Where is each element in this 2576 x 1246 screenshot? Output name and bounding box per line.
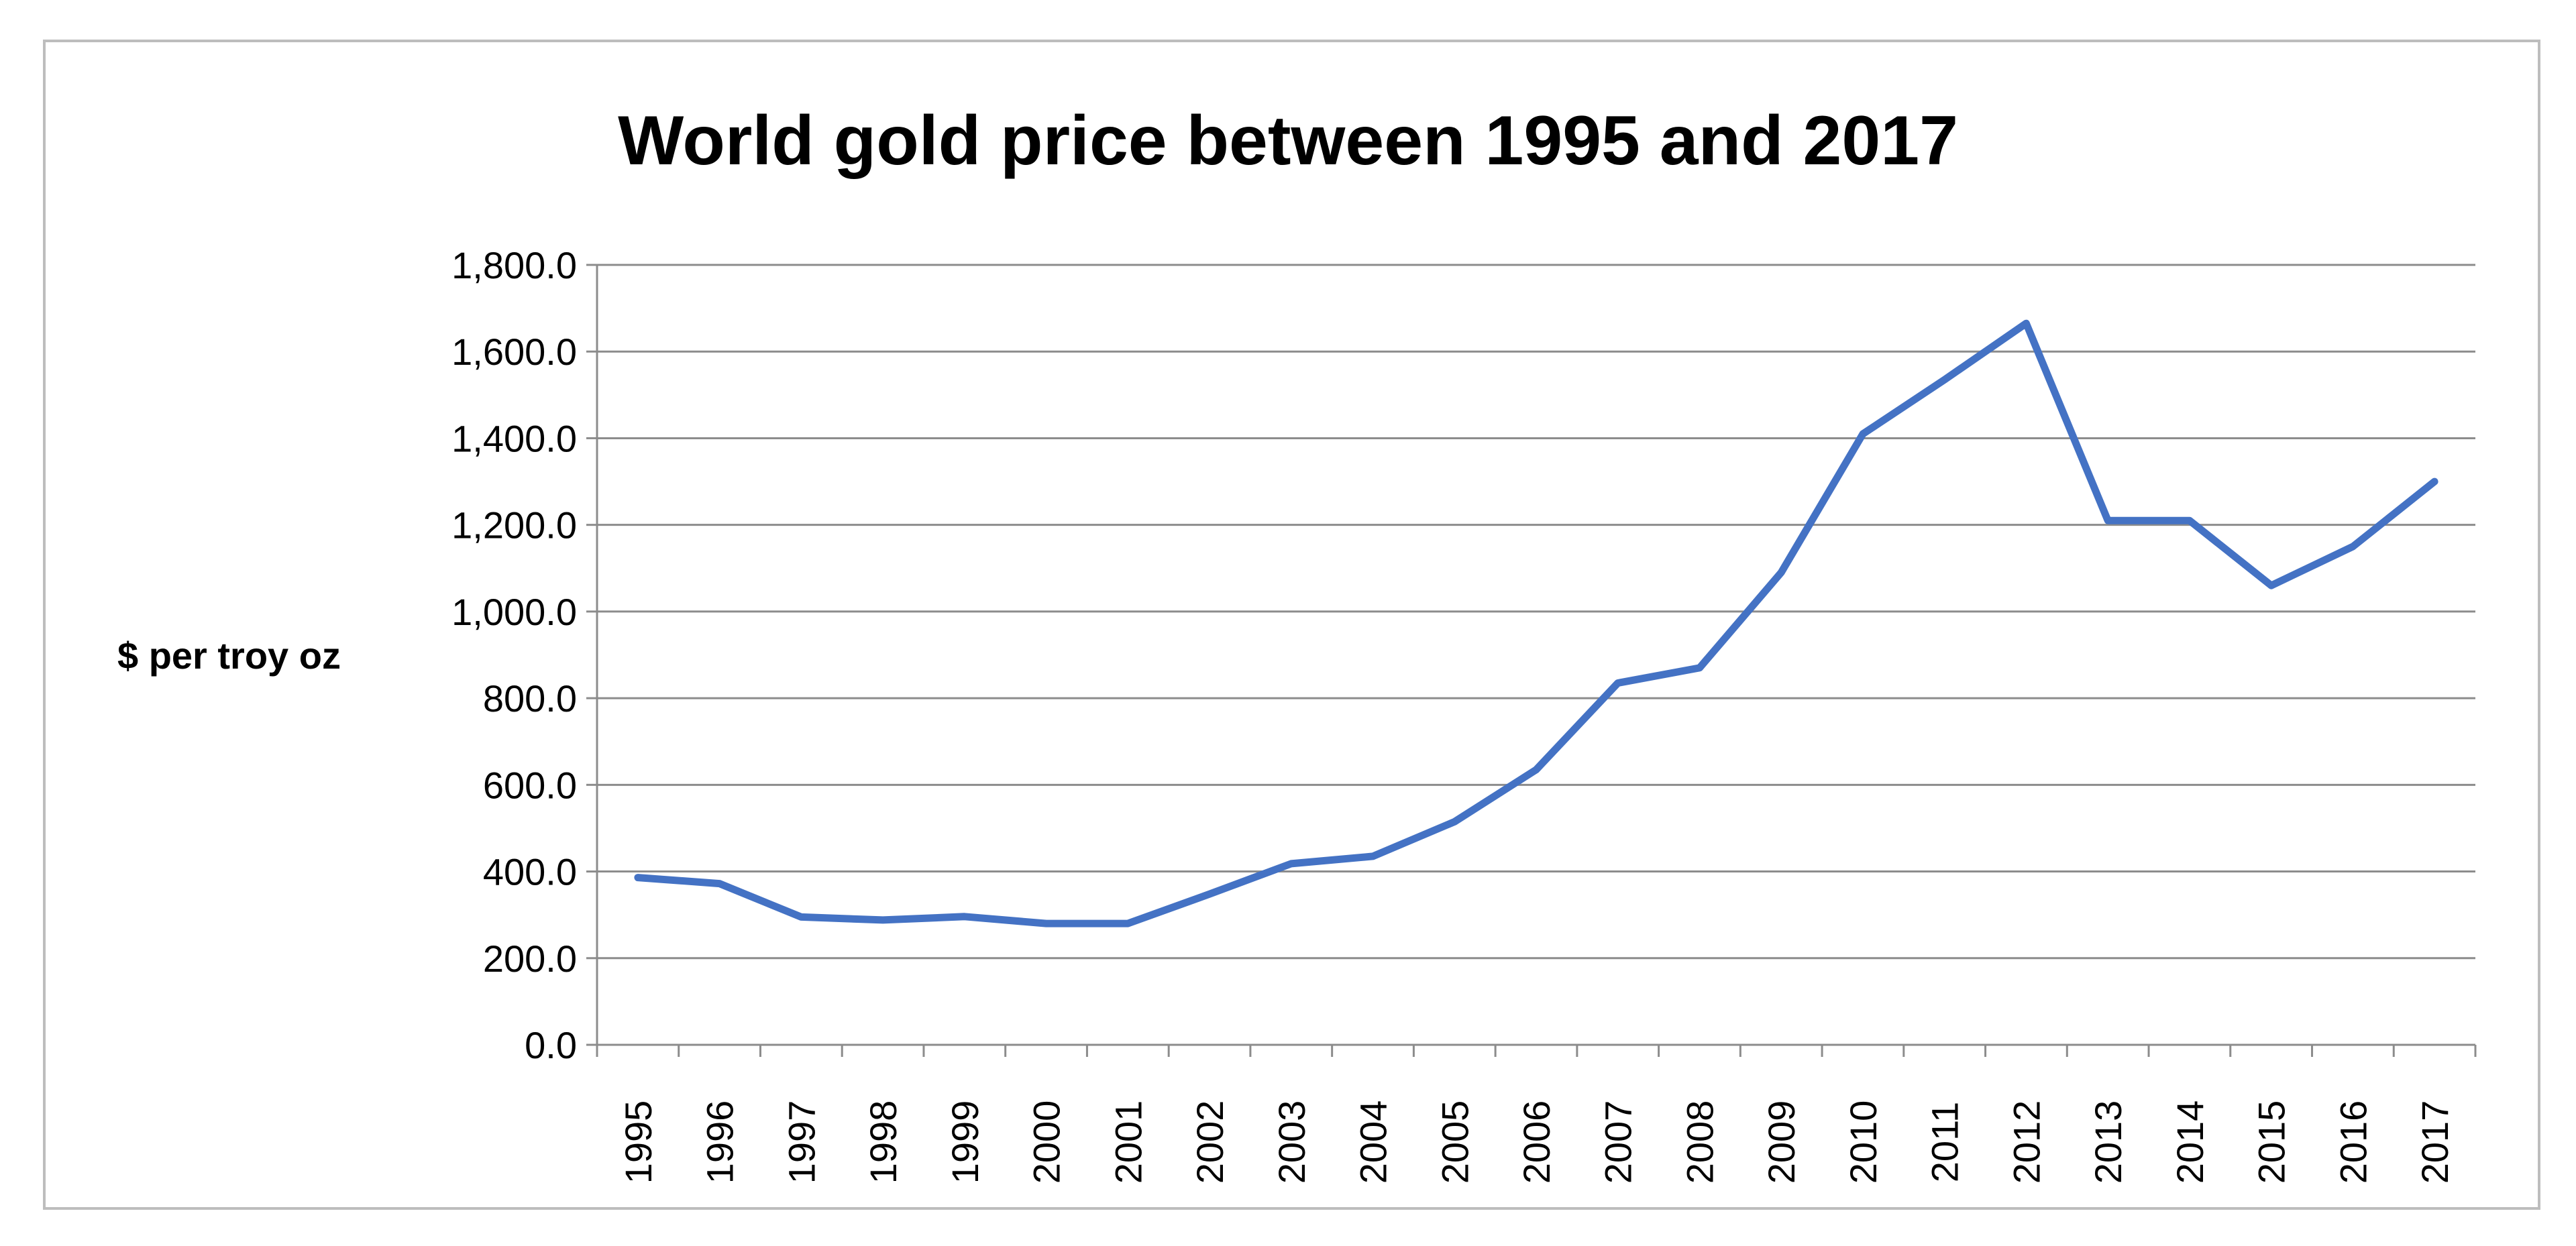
y-tick-label: 400.0 [483, 851, 577, 893]
x-tick-label: 1997 [780, 1100, 822, 1184]
series-layer [634, 319, 2438, 927]
x-tick-label: 2010 [1842, 1100, 1884, 1184]
y-axis-label: $ per troy oz [117, 634, 341, 677]
x-tick-label: 1999 [944, 1100, 986, 1184]
y-tick-label: 1,600.0 [451, 331, 577, 373]
x-tick-label: 1996 [699, 1100, 741, 1184]
x-tick-label: 2013 [2087, 1100, 2129, 1184]
y-tick-labels: 0.0 200.0 400.0 600.0 800.0 1,000.0 1,200.0 1,4… [451, 244, 577, 1066]
grid-lines [597, 264, 2475, 960]
axes [586, 264, 2477, 1057]
x-tick-label: 2001 [1107, 1100, 1149, 1184]
y-tick-label: 1,200.0 [451, 504, 577, 547]
y-tick-label: 600.0 [483, 764, 577, 806]
y-tick-label: 1,000.0 [451, 591, 577, 633]
x-tick-label: 2007 [1597, 1100, 1640, 1184]
x-tick-label: 2004 [1352, 1100, 1395, 1184]
x-tick-label: 2017 [2414, 1100, 2456, 1184]
x-tick-label: 2011 [1924, 1102, 1966, 1182]
x-tick-label: 2009 [1760, 1100, 1803, 1184]
x-tick-label: 2006 [1515, 1100, 1558, 1184]
series-line [634, 319, 2438, 927]
x-tick-label: 2008 [1678, 1100, 1721, 1184]
x-tick-label: 2016 [2332, 1100, 2374, 1184]
y-tick-label: 1,800.0 [451, 244, 577, 286]
x-tick-label: 1995 [617, 1100, 659, 1184]
x-tick-label: 2015 [2251, 1100, 2293, 1184]
x-tick-label: 1998 [862, 1100, 904, 1184]
y-tick-label: 200.0 [483, 938, 577, 980]
y-tick-label: 0.0 [525, 1024, 577, 1066]
x-tick-label: 2012 [2005, 1100, 2047, 1184]
x-tick-label: 2002 [1189, 1100, 1231, 1184]
y-tick-label: 1,400.0 [451, 417, 577, 459]
y-tick-label: 800.0 [483, 677, 577, 720]
x-tick-label: 2014 [2169, 1100, 2211, 1184]
chart-title: World gold price between 1995 and 2017 [618, 102, 1958, 180]
chart-frame [43, 40, 2540, 1210]
x-tick-label: 2000 [1026, 1100, 1068, 1184]
x-tick-label: 2005 [1434, 1100, 1476, 1184]
x-tick-labels: 1995 1996 1997 1998 1999 2000 2001 2002 2003 2004… [617, 1100, 2456, 1184]
x-tick-label: 2003 [1271, 1100, 1313, 1184]
